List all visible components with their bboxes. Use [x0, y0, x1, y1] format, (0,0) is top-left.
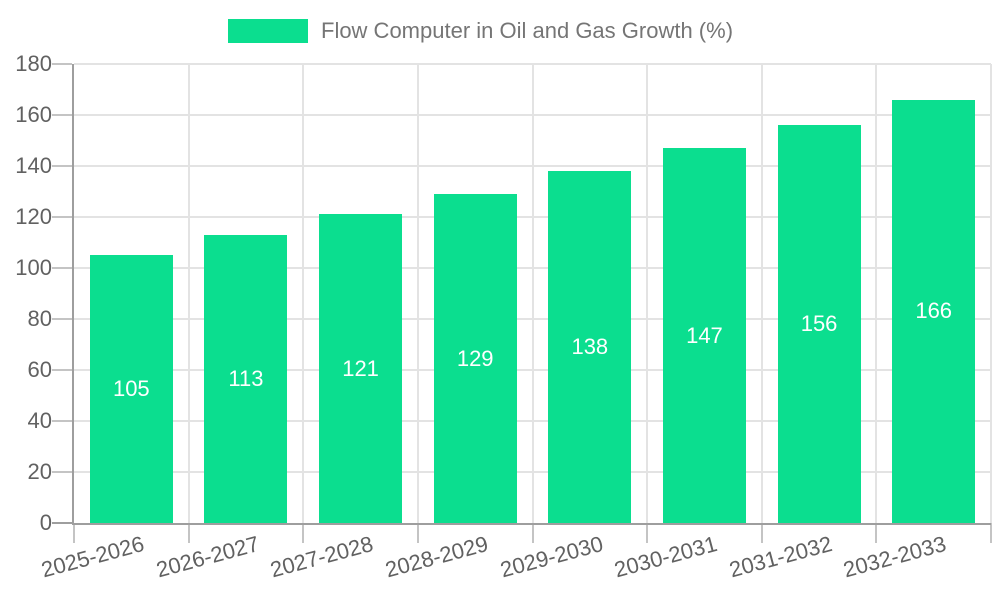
bar-value-label: 113: [228, 365, 264, 391]
bar-value-label: 156: [800, 311, 838, 337]
gridline-vertical: [416, 64, 419, 523]
y-tick-mark: [52, 420, 72, 422]
x-tick-mark: [416, 523, 419, 543]
gridline-vertical: [646, 64, 649, 523]
x-axis-tick-label: 2032-2033: [841, 531, 950, 583]
y-axis-tick-label: 60: [27, 357, 52, 382]
bar: 113: [204, 234, 288, 523]
plot-area: 105 113 121 129 138 147 156 166: [52, 63, 992, 543]
legend: Flow Computer in Oil and Gas Growth (%): [228, 19, 733, 43]
y-tick-mark: [52, 114, 72, 116]
y-axis-tick-label: 20: [27, 459, 52, 484]
x-tick-mark: [302, 523, 305, 543]
y-tick-mark: [52, 267, 72, 269]
bar: 147: [662, 148, 746, 523]
y-axis-tick-label: 100: [15, 255, 52, 280]
x-tick-mark: [73, 523, 75, 543]
x-tick-mark: [646, 523, 649, 543]
x-tick-mark: [187, 523, 190, 543]
y-axis-tick-label: 0: [39, 510, 52, 535]
x-axis-tick-label: 2029-2030: [497, 531, 606, 583]
gridline-vertical: [760, 64, 763, 523]
y-tick-mark: [52, 63, 72, 65]
y-axis-line: [72, 64, 74, 525]
bar: 138: [548, 171, 632, 523]
y-tick-mark: [52, 522, 72, 524]
y-tick-mark: [52, 165, 72, 167]
x-axis-tick-label: 2028-2029: [382, 531, 491, 583]
gridline-vertical: [875, 64, 878, 523]
x-axis-tick-label: 2025-2026: [38, 531, 147, 583]
y-tick-mark: [52, 318, 72, 320]
x-tick-mark: [990, 523, 992, 543]
bar: 129: [433, 194, 517, 523]
y-tick-mark: [52, 216, 72, 218]
x-axis-tick-label: 2026-2027: [153, 531, 262, 583]
y-tick-mark: [52, 369, 72, 371]
x-axis-tick-label: 2027-2028: [267, 531, 377, 583]
bar: 156: [777, 125, 861, 523]
x-axis-tick-label: 2030-2031: [611, 531, 720, 583]
y-axis-tick-label: 180: [15, 51, 52, 76]
y-axis-tick-label: 160: [15, 102, 52, 127]
bar: 105: [89, 255, 173, 523]
gridline-vertical: [531, 64, 534, 523]
bar: 121: [319, 214, 403, 523]
legend-label: Flow Computer in Oil and Gas Growth (%): [321, 18, 734, 43]
bar-value-label: 166: [915, 298, 953, 324]
bar-value-label: 138: [571, 334, 609, 360]
bar-value-label: 147: [686, 322, 723, 348]
x-tick-mark: [760, 523, 763, 543]
gridline-vertical: [990, 64, 992, 523]
gridline-vertical: [187, 64, 190, 523]
y-axis-tick-label: 120: [15, 204, 52, 229]
gridline-vertical: [302, 64, 305, 523]
legend-swatch: [228, 19, 308, 43]
x-tick-mark: [875, 523, 878, 543]
y-axis-tick-label: 140: [15, 153, 52, 178]
x-tick-mark: [531, 523, 534, 543]
y-axis-tick-label: 80: [27, 306, 52, 331]
y-tick-mark: [52, 471, 72, 473]
x-axis-line: [72, 523, 991, 525]
bar-value-label: 129: [456, 345, 494, 371]
bar-value-label: 121: [342, 355, 379, 381]
bar: 166: [892, 99, 976, 523]
bar-value-label: 105: [112, 376, 150, 402]
y-axis-tick-label: 40: [27, 408, 52, 433]
x-axis-tick-label: 2031-2032: [726, 531, 835, 583]
